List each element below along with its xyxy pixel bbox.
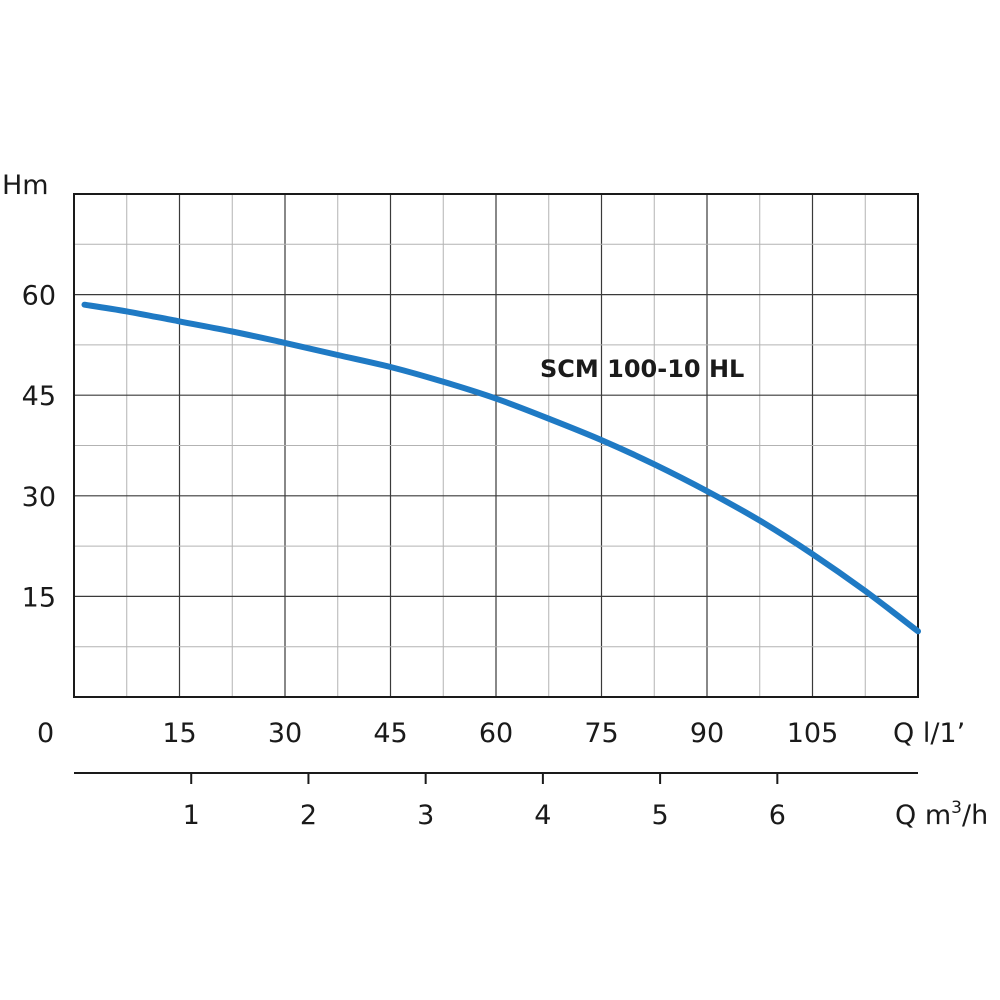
x-tick-label: 30 xyxy=(268,718,302,749)
labels: Hm 0 Q l/1’ Q m3/h SCM 100-10 HL xyxy=(2,170,988,831)
plot-frame xyxy=(73,193,919,698)
x2-tick-label: 1 xyxy=(183,800,200,831)
x-tick-label: 75 xyxy=(584,718,618,749)
x-tick-label: 60 xyxy=(479,718,513,749)
x-tick-label: 45 xyxy=(373,718,407,749)
plot-border xyxy=(73,193,919,698)
x2-tick-label: 6 xyxy=(769,800,786,831)
x-tick-label: 105 xyxy=(787,718,839,749)
series-layer xyxy=(81,301,921,635)
x2-axis-label: Q m3/h xyxy=(895,798,988,831)
x2-tick-label: 3 xyxy=(417,800,434,831)
x-tick-label: 15 xyxy=(162,718,196,749)
origin-label: 0 xyxy=(37,718,54,749)
secondary-x-axis: 1 2 3 4 5 6 xyxy=(74,772,918,831)
y-tick-label: 60 xyxy=(22,281,56,312)
x-axis-label: Q l/1’ xyxy=(893,718,965,749)
x2-tick-label: 5 xyxy=(652,800,669,831)
ticks: 15 30 45 60 75 90 105 15 30 45 60 xyxy=(22,281,839,749)
x2-tick-label: 4 xyxy=(534,800,551,831)
x2-axis-label-prefix: Q m xyxy=(895,800,951,831)
y-tick-label: 15 xyxy=(22,582,56,613)
x2-axis-label-sup: 3 xyxy=(951,798,962,818)
y-axis-label: Hm xyxy=(2,170,49,201)
y-tick-label: 45 xyxy=(22,381,56,412)
series-line-0 xyxy=(81,301,921,635)
y-tick-label: 30 xyxy=(22,482,56,513)
x2-axis-label-suffix: /h xyxy=(962,800,988,831)
x-tick-label: 90 xyxy=(690,718,724,749)
x2-tick-label: 2 xyxy=(300,800,317,831)
series-label: SCM 100-10 HL xyxy=(540,355,744,383)
grid xyxy=(74,194,918,697)
